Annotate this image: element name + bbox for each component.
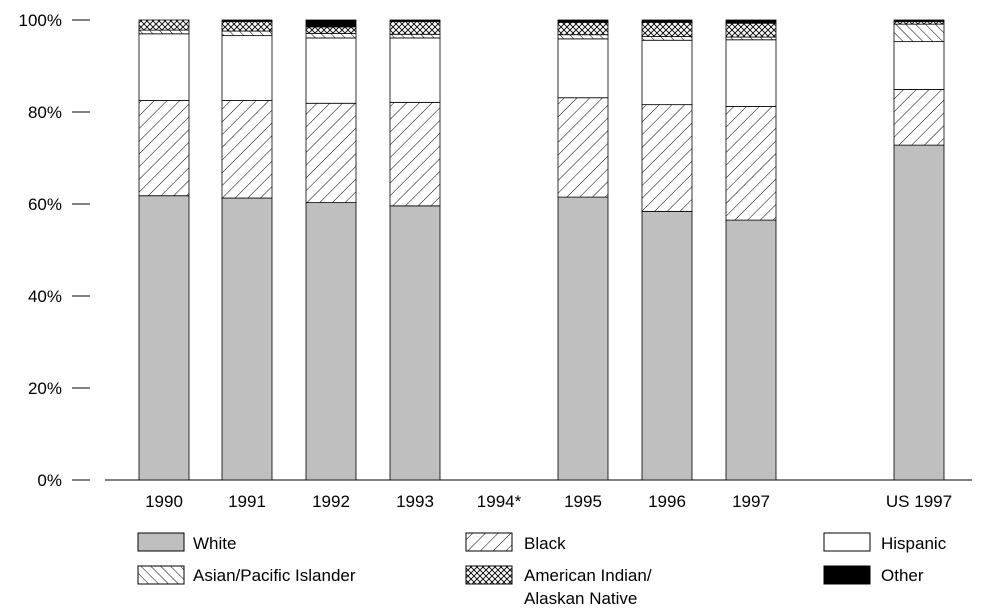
x-tick-label: 1995 [564, 492, 602, 511]
legend-label-line: Hispanic [881, 534, 947, 553]
x-tick-label: 1994* [477, 492, 522, 511]
x-tick-label: 1993 [396, 492, 434, 511]
x-axis-labels: 1990 1991 1992 1993 1994* 1995 1996 1997 US 1997 [145, 492, 952, 511]
bar-segment-american-indian-alaskan-native [138, 19, 190, 31]
legend-label-line: Black [524, 534, 566, 553]
bar-segment-black [305, 102, 357, 204]
bar-segment-white [641, 210, 693, 481]
legend-swatch-white [137, 532, 185, 552]
bar-segment-hispanic [305, 37, 357, 104]
bar-segment-asian-pacific-islander [641, 36, 693, 41]
bar-segment-asian-pacific-islander [305, 32, 357, 39]
bar-segment-white [725, 219, 777, 481]
bar-segment-american-indian-alaskan-native [389, 20, 441, 35]
bar-segment-hispanic [893, 41, 945, 90]
bar-segment-black [557, 97, 609, 198]
legend-label-line: Alaskan Native [524, 589, 637, 608]
bar-segment-asian-pacific-islander [389, 33, 441, 39]
bar-segment-black [893, 89, 945, 146]
bar-segment-white [138, 195, 190, 481]
legend: White Black Hispanic Asian/Pacific Islander… [137, 532, 947, 608]
bar-segment-asian-pacific-islander [725, 36, 777, 41]
bar-segment-hispanic [641, 39, 693, 106]
x-tick-label: 1997 [732, 492, 770, 511]
legend-swatch-black [465, 532, 513, 552]
x-tick-label: 1996 [648, 492, 686, 511]
legend-swatch-asian-pacific-islander [137, 565, 185, 585]
bar-segment-hispanic [221, 35, 273, 101]
bar-segment-asian-pacific-islander [138, 29, 190, 35]
bar-segment-other [305, 19, 357, 28]
legend-swatch-hispanic [823, 532, 871, 552]
legend-label-hispanic: Hispanic [881, 534, 947, 553]
x-tick-label: US 1997 [886, 492, 952, 511]
y-tick-label: 0% [37, 471, 62, 490]
y-tick-label: 100% [19, 11, 62, 30]
bar-segment-american-indian-alaskan-native [893, 20, 945, 25]
bar-segment-black [138, 100, 190, 197]
y-axis: 0% 20% 40% 60% 80% 100% [19, 11, 90, 490]
y-tick-label: 20% [28, 379, 62, 398]
bar-segment-hispanic [138, 33, 190, 101]
y-tick-label: 40% [28, 287, 62, 306]
bar-segment-white [221, 197, 273, 481]
x-tick-label: 1991 [228, 492, 266, 511]
y-tick-label: 60% [28, 195, 62, 214]
bar-segment-white [389, 205, 441, 481]
bar-segment-white [893, 144, 945, 481]
x-tick-label: 1992 [312, 492, 350, 511]
legend-swatch-american-indian-alaskan-native [465, 565, 513, 585]
legend-label-asian-pacific-islander: Asian/Pacific Islander [193, 566, 356, 585]
legend-swatch-other [823, 565, 871, 585]
legend-label-white: White [193, 534, 236, 553]
bar-segment-american-indian-alaskan-native [641, 21, 693, 37]
bars-group [138, 19, 945, 481]
bar-segment-american-indian-alaskan-native [305, 26, 357, 34]
bar-segment-american-indian-alaskan-native [725, 22, 777, 38]
legend-label-american-indian-alaskan-native: American Indian/Alaskan Native [524, 566, 652, 608]
bar-segment-other [557, 19, 609, 23]
bar-segment-black [641, 104, 693, 212]
legend-label-line: Asian/Pacific Islander [193, 566, 356, 585]
bar-segment-other [221, 19, 273, 22]
bar-segment-black [221, 100, 273, 199]
legend-label-line: American Indian/ [524, 566, 652, 585]
bar-segment-asian-pacific-islander [221, 30, 273, 37]
bar-segment-other [389, 19, 441, 22]
bar-segment-white [557, 196, 609, 481]
bar-segment-other [641, 19, 693, 23]
bar-segment-asian-pacific-islander [557, 34, 609, 40]
legend-label-line: White [193, 534, 236, 553]
x-tick-label: 1990 [145, 492, 183, 511]
legend-label-other: Other [881, 566, 924, 585]
bar-segment-other [893, 19, 945, 22]
bar-segment-hispanic [389, 37, 441, 103]
legend-label-black: Black [524, 534, 566, 553]
bar-segment-hispanic [557, 38, 609, 99]
legend-label-line: Other [881, 566, 924, 585]
bar-segment-black [389, 101, 441, 207]
bar-segment-other [725, 19, 777, 24]
bar-segment-american-indian-alaskan-native [557, 21, 609, 36]
bar-segment-american-indian-alaskan-native [221, 20, 273, 32]
bar-segment-black [725, 106, 777, 221]
y-tick-label: 80% [28, 103, 62, 122]
bar-segment-white [305, 202, 357, 481]
bar-segment-asian-pacific-islander [893, 23, 945, 43]
bar-segment-hispanic [725, 39, 777, 107]
